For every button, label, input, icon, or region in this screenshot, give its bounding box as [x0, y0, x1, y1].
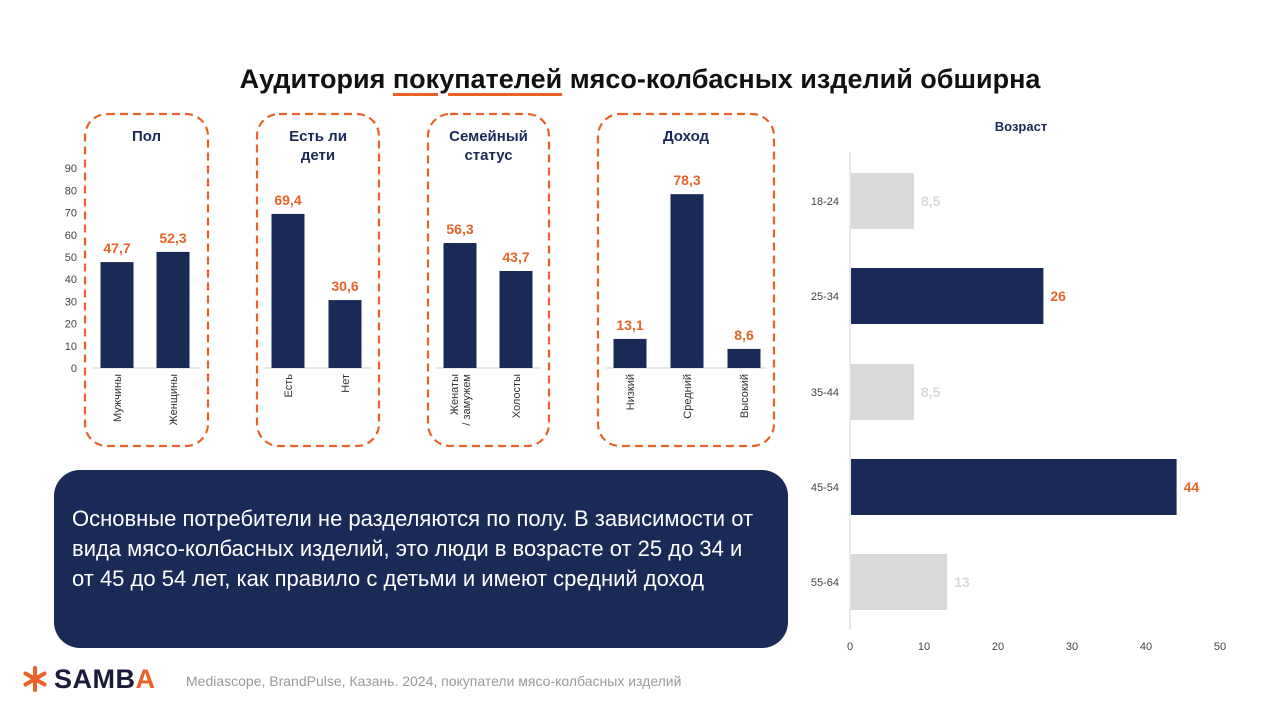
age-category-label: 45-54	[811, 482, 839, 494]
age-category-label: 25-34	[811, 291, 839, 303]
y-tick-label: 0	[71, 363, 77, 375]
data-label: 69,4	[274, 192, 301, 208]
group-title: Пол	[132, 128, 161, 145]
y-tick-label: 90	[65, 163, 77, 175]
x-tick-label: 30	[1066, 641, 1078, 653]
data-label: 43,7	[502, 249, 529, 265]
category-label: Мужчины	[112, 374, 124, 422]
data-label: 52,3	[159, 230, 186, 246]
asterisk-icon	[23, 666, 47, 692]
age-data-label: 8,5	[921, 193, 941, 209]
bar	[727, 348, 761, 368]
group-title: Доход	[663, 128, 710, 145]
x-tick-label: 10	[918, 641, 930, 653]
summary-box: Основные потребители не разделяются по п…	[54, 470, 788, 648]
category-label-group: Холосты	[511, 374, 523, 418]
age-data-label: 8,5	[921, 384, 941, 400]
data-label: 13,1	[616, 317, 643, 333]
y-tick-label: 80	[65, 185, 77, 197]
bar	[156, 251, 190, 368]
group-frame	[596, 112, 776, 448]
group-title: статус	[464, 147, 512, 164]
bar	[271, 213, 305, 368]
y-tick-label: 50	[65, 252, 77, 264]
age-bar	[851, 364, 914, 420]
category-label-group: Мужчины	[112, 374, 124, 422]
age-category-label: 55-64	[811, 577, 839, 589]
demographics-bar-chart: 0 10 20 30 40 50 60 70 80 90 Пол 47,7 Мужчины 52,3 Жен…	[65, 112, 776, 448]
category-label-group: Низкий	[625, 374, 637, 410]
samba-logo: SAMBA	[22, 664, 156, 694]
group-title: Есть ли	[289, 128, 347, 145]
category-label-group: Нет	[340, 374, 352, 393]
category-label: Низкий	[625, 374, 637, 410]
y-tick-label: 40	[65, 274, 77, 286]
group-title: дети	[301, 147, 335, 164]
age-bar	[851, 268, 1044, 324]
title-post: мясо-колбасных изделий обширна	[562, 64, 1041, 94]
group-frame	[255, 112, 381, 448]
x-tick-label: 50	[1214, 641, 1226, 653]
age-data-label: 26	[1050, 288, 1066, 304]
category-label: Женщины	[168, 374, 180, 425]
data-label: 30,6	[331, 278, 358, 294]
x-tick-label: 40	[1140, 641, 1152, 653]
y-tick-label: 60	[65, 230, 77, 242]
category-label: Средний	[682, 374, 694, 419]
y-tick-label: 70	[65, 208, 77, 220]
category-label: Женаты	[449, 374, 461, 415]
category-label-group: Высокий	[739, 374, 751, 418]
group-frame	[83, 112, 210, 448]
category-label-group: Женщины	[168, 374, 180, 425]
data-label: 47,7	[103, 240, 130, 256]
category-label: Холосты	[511, 374, 523, 418]
category-label: / замужем	[461, 374, 473, 426]
data-label: 8,6	[734, 327, 754, 343]
data-label: 78,3	[673, 172, 700, 188]
bar	[499, 270, 533, 368]
title-highlight: покупателей	[392, 64, 563, 94]
category-label: Есть	[283, 374, 295, 398]
bar	[613, 338, 647, 368]
age-data-label: 44	[1184, 479, 1200, 495]
category-label: Высокий	[739, 374, 751, 418]
category-label-group: Женаты / замужем	[449, 374, 473, 426]
title-pre: Аудитория	[239, 64, 393, 94]
y-tick-label: 20	[65, 319, 77, 331]
age-category-label: 35-44	[811, 387, 839, 399]
bar	[100, 262, 134, 368]
bar	[670, 194, 704, 368]
brand-accent: A	[135, 663, 156, 694]
source-note: Mediascope, BrandPulse, Казань. 2024, по…	[186, 673, 682, 689]
category-label-group: Есть	[283, 374, 295, 398]
group-title: Семейный	[449, 128, 528, 145]
x-tick-label: 0	[847, 641, 853, 653]
summary-text: Основные потребители не разделяются по п…	[72, 506, 754, 591]
category-label: Нет	[340, 374, 352, 393]
age-chart-title: Возраст	[995, 119, 1047, 134]
bar	[328, 300, 362, 368]
bar	[443, 243, 477, 368]
brand-name: SAMBA	[54, 664, 156, 695]
data-label: 56,3	[446, 221, 473, 237]
age-bar	[851, 173, 914, 229]
y-tick-label: 10	[65, 341, 77, 353]
y-tick-label: 30	[65, 296, 77, 308]
x-tick-label: 20	[992, 641, 1004, 653]
age-bar	[851, 459, 1177, 515]
age-data-label: 13	[954, 574, 970, 590]
category-label-group: Средний	[682, 374, 694, 419]
page-title: Аудитория покупателей мясо-колбасных изд…	[0, 64, 1280, 95]
age-category-label: 18-24	[811, 196, 839, 208]
group-frame	[426, 112, 551, 448]
brand-main: SAMB	[54, 663, 136, 694]
age-bar	[851, 554, 948, 610]
